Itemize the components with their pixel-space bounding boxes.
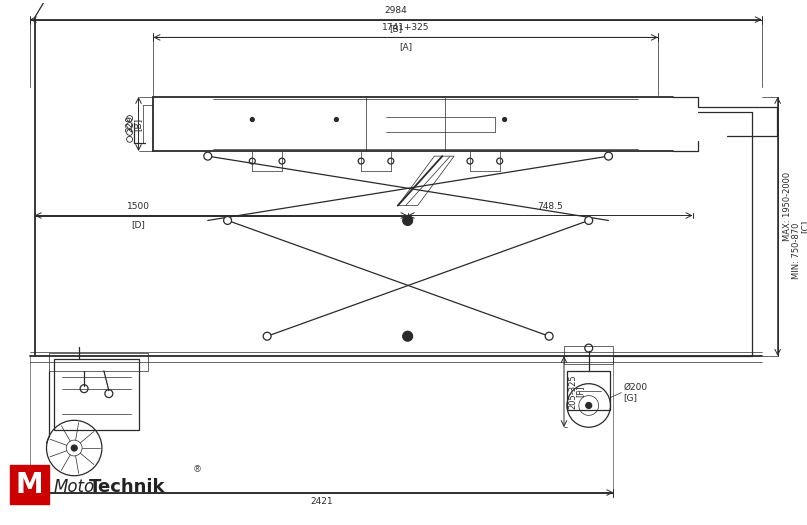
Text: MIN: 750-870: MIN: 750-870 (792, 223, 801, 279)
Bar (10, 465, 49, 505)
Text: 1741+325: 1741+325 (382, 24, 429, 33)
Circle shape (204, 152, 211, 160)
Circle shape (250, 118, 254, 121)
Bar (49, 353, 148, 371)
Text: Moto: Moto (53, 478, 94, 496)
Circle shape (403, 215, 412, 225)
Text: MAX: 1950-2000: MAX: 1950-2000 (783, 172, 792, 241)
Text: [G]: [G] (623, 393, 638, 402)
Text: M: M (16, 470, 44, 499)
Text: 205-325: 205-325 (568, 374, 577, 409)
Text: Ø200: Ø200 (623, 383, 647, 392)
Circle shape (403, 331, 412, 341)
Circle shape (586, 403, 592, 408)
Text: 748.5: 748.5 (537, 202, 563, 211)
Text: [B]: [B] (133, 118, 143, 131)
Text: ®: ® (193, 465, 202, 474)
Text: Technik: Technik (89, 478, 165, 496)
Circle shape (334, 118, 338, 121)
Text: [C]: [C] (801, 220, 807, 233)
Bar (54, 359, 139, 430)
Circle shape (503, 118, 507, 121)
Bar (567, 371, 610, 411)
Circle shape (263, 332, 271, 340)
Circle shape (224, 216, 232, 224)
Circle shape (604, 152, 613, 160)
Text: [D]: [D] (132, 220, 145, 229)
Circle shape (546, 332, 553, 340)
Text: [F]: [F] (576, 386, 585, 397)
Text: [A]: [A] (399, 43, 412, 51)
Circle shape (585, 216, 592, 224)
Bar (564, 346, 613, 364)
Text: [B]: [B] (389, 25, 403, 34)
Circle shape (71, 445, 77, 451)
Text: 2984: 2984 (384, 6, 408, 15)
Text: 1500: 1500 (127, 202, 150, 211)
Text: 229: 229 (126, 116, 135, 132)
Text: 2421: 2421 (310, 498, 332, 507)
